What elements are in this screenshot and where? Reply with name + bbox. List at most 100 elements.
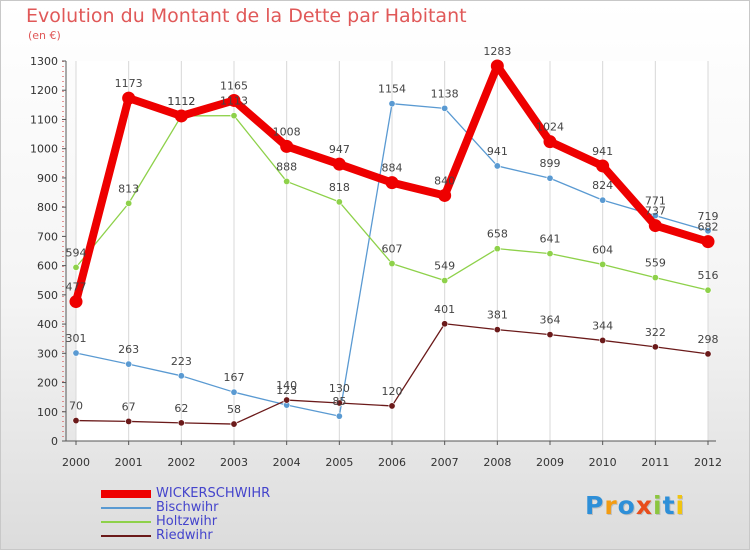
y-tick-label: 700	[37, 230, 58, 243]
y-tick-label: 0	[51, 435, 58, 448]
data-point	[230, 112, 238, 120]
data-label: 941	[592, 145, 613, 158]
logo-letter: x	[635, 491, 653, 520]
data-point	[543, 135, 557, 149]
y-tick-label: 1000	[30, 143, 58, 156]
data-point	[332, 157, 346, 171]
data-label: 130	[329, 382, 350, 395]
data-point	[546, 174, 554, 182]
data-label: 223	[171, 355, 192, 368]
data-label: 1024	[536, 121, 564, 134]
data-point	[177, 419, 185, 427]
chart-unit-label: (en €)	[28, 29, 61, 42]
legend-swatch	[101, 535, 151, 537]
data-point	[599, 260, 607, 268]
x-tick-label: 2008	[483, 456, 511, 469]
data-label: 818	[329, 181, 350, 194]
data-label: 813	[118, 182, 139, 195]
data-label: 719	[698, 210, 719, 223]
logo-letter: t	[662, 491, 676, 520]
data-label: 123	[276, 384, 297, 397]
data-label: 941	[487, 145, 508, 158]
data-label: 658	[487, 228, 508, 241]
data-label: 1112	[167, 95, 195, 108]
data-label: 58	[227, 403, 241, 416]
x-tick-label: 2012	[694, 456, 722, 469]
data-label: 559	[645, 257, 666, 270]
data-label: 1138	[431, 87, 459, 100]
legend-label: Holtzwihr	[156, 514, 218, 529]
data-label: 888	[276, 160, 297, 173]
data-label: 70	[69, 400, 83, 413]
data-point	[230, 388, 238, 396]
y-tick-label: 100	[37, 406, 58, 419]
data-point	[72, 263, 80, 271]
logo-letter: i	[653, 491, 663, 520]
data-label: 1173	[115, 77, 143, 90]
data-point	[174, 109, 188, 123]
data-label: 401	[434, 303, 455, 316]
data-point	[704, 227, 712, 235]
data-label: 604	[592, 243, 613, 256]
data-label: 824	[592, 179, 613, 192]
x-tick-label: 2002	[167, 456, 195, 469]
y-tick-label: 1100	[30, 113, 58, 126]
data-label: 140	[276, 379, 297, 392]
x-tick-label: 2003	[220, 456, 248, 469]
data-label: 263	[118, 343, 139, 356]
legend-swatch	[101, 490, 151, 498]
data-label: 884	[382, 162, 403, 175]
data-point	[125, 360, 133, 368]
data-point	[388, 100, 396, 108]
y-tick-label: 800	[37, 201, 58, 214]
data-point	[441, 104, 449, 112]
data-point	[283, 177, 291, 185]
data-label: 85	[332, 395, 346, 408]
y-tick-label: 200	[37, 377, 58, 390]
data-label: 381	[487, 309, 508, 322]
data-label: 771	[645, 195, 666, 208]
chart-title: Evolution du Montant de la Dette par Hab…	[26, 5, 467, 27]
data-label: 947	[329, 143, 350, 156]
data-point	[599, 196, 607, 204]
data-label: 1113	[220, 95, 248, 108]
data-point	[125, 199, 133, 207]
legend-label: WICKERSCHWIHR	[156, 486, 271, 501]
data-point	[283, 396, 291, 404]
data-point	[441, 320, 449, 328]
data-point	[704, 286, 712, 294]
data-label: 120	[382, 385, 403, 398]
data-point	[651, 343, 659, 351]
data-label: 364	[540, 314, 561, 327]
data-point	[493, 326, 501, 334]
data-point	[388, 260, 396, 268]
data-point	[651, 212, 659, 220]
data-point	[230, 420, 238, 428]
data-label: 301	[66, 332, 87, 345]
data-point	[280, 139, 294, 153]
data-label: 840	[434, 174, 455, 187]
data-point	[125, 417, 133, 425]
data-point	[596, 159, 610, 173]
data-label: 682	[698, 221, 719, 234]
data-label: 298	[698, 333, 719, 346]
x-tick-label: 2000	[62, 456, 90, 469]
data-point	[335, 399, 343, 407]
data-point	[493, 245, 501, 253]
data-label: 516	[698, 269, 719, 282]
x-tick-label: 2005	[325, 456, 353, 469]
data-label: 1112	[167, 95, 195, 108]
data-label: 1283	[483, 45, 511, 58]
data-point	[335, 198, 343, 206]
data-label: 62	[174, 402, 188, 415]
data-label: 67	[122, 400, 136, 413]
data-point	[490, 59, 504, 73]
data-point	[335, 412, 343, 420]
data-point	[648, 219, 662, 233]
y-tick-label: 600	[37, 260, 58, 273]
data-point	[388, 402, 396, 410]
data-point	[122, 91, 136, 105]
data-label: 167	[224, 371, 245, 384]
